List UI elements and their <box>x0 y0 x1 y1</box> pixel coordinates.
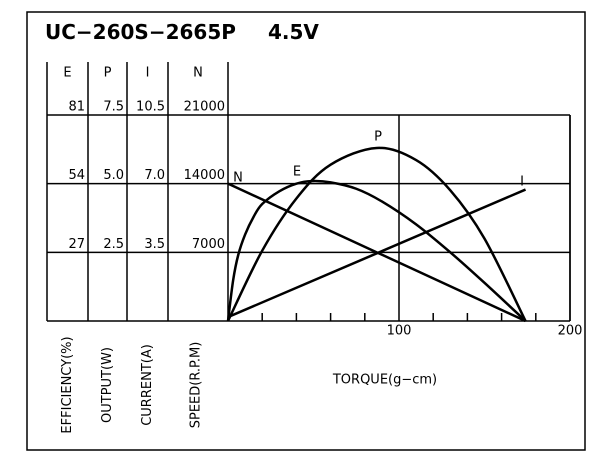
y-tick-label: 14000 <box>184 168 225 183</box>
series-line <box>226 146 527 322</box>
y-tick-label: 7.5 <box>103 100 124 115</box>
y-tick-label: 27 <box>68 237 85 252</box>
curve-label: N <box>233 171 243 186</box>
x-tick-label: 200 <box>558 324 583 339</box>
chart-subtitle: 4.5V <box>268 20 319 44</box>
column-header: E <box>63 66 71 81</box>
column-header: I <box>146 66 150 81</box>
x-tick-label: 100 <box>387 324 412 339</box>
axis-label: EFFICIENCY(%) <box>60 336 75 433</box>
column-header: N <box>193 66 203 81</box>
axis-label: SPEED(R.P.M) <box>189 342 204 429</box>
axis-label: OUTPUT(W) <box>100 347 115 423</box>
x-axis-label: TORQUE(g−cm) <box>332 373 437 388</box>
y-tick-label: 5.0 <box>103 168 124 183</box>
series-line <box>227 182 527 323</box>
column-header: P <box>104 66 112 81</box>
y-tick-label: 7000 <box>192 237 225 252</box>
series-line <box>226 179 527 322</box>
frame <box>26 11 586 451</box>
y-tick-label: 21000 <box>184 100 225 115</box>
y-tick-label: 3.5 <box>144 237 165 252</box>
axis-label: CURRENT(A) <box>140 344 155 426</box>
curve-label: P <box>374 130 382 145</box>
y-tick-label: 10.5 <box>136 100 165 115</box>
y-tick-label: 54 <box>68 168 85 183</box>
y-tick-label: 7.0 <box>144 168 165 183</box>
y-tick-label: 81 <box>68 100 85 115</box>
y-tick-label: 2.5 <box>103 237 124 252</box>
chart-title: UC−260S−2665P <box>45 20 236 44</box>
curve-label: I <box>520 175 524 190</box>
curve-label: E <box>293 165 301 180</box>
